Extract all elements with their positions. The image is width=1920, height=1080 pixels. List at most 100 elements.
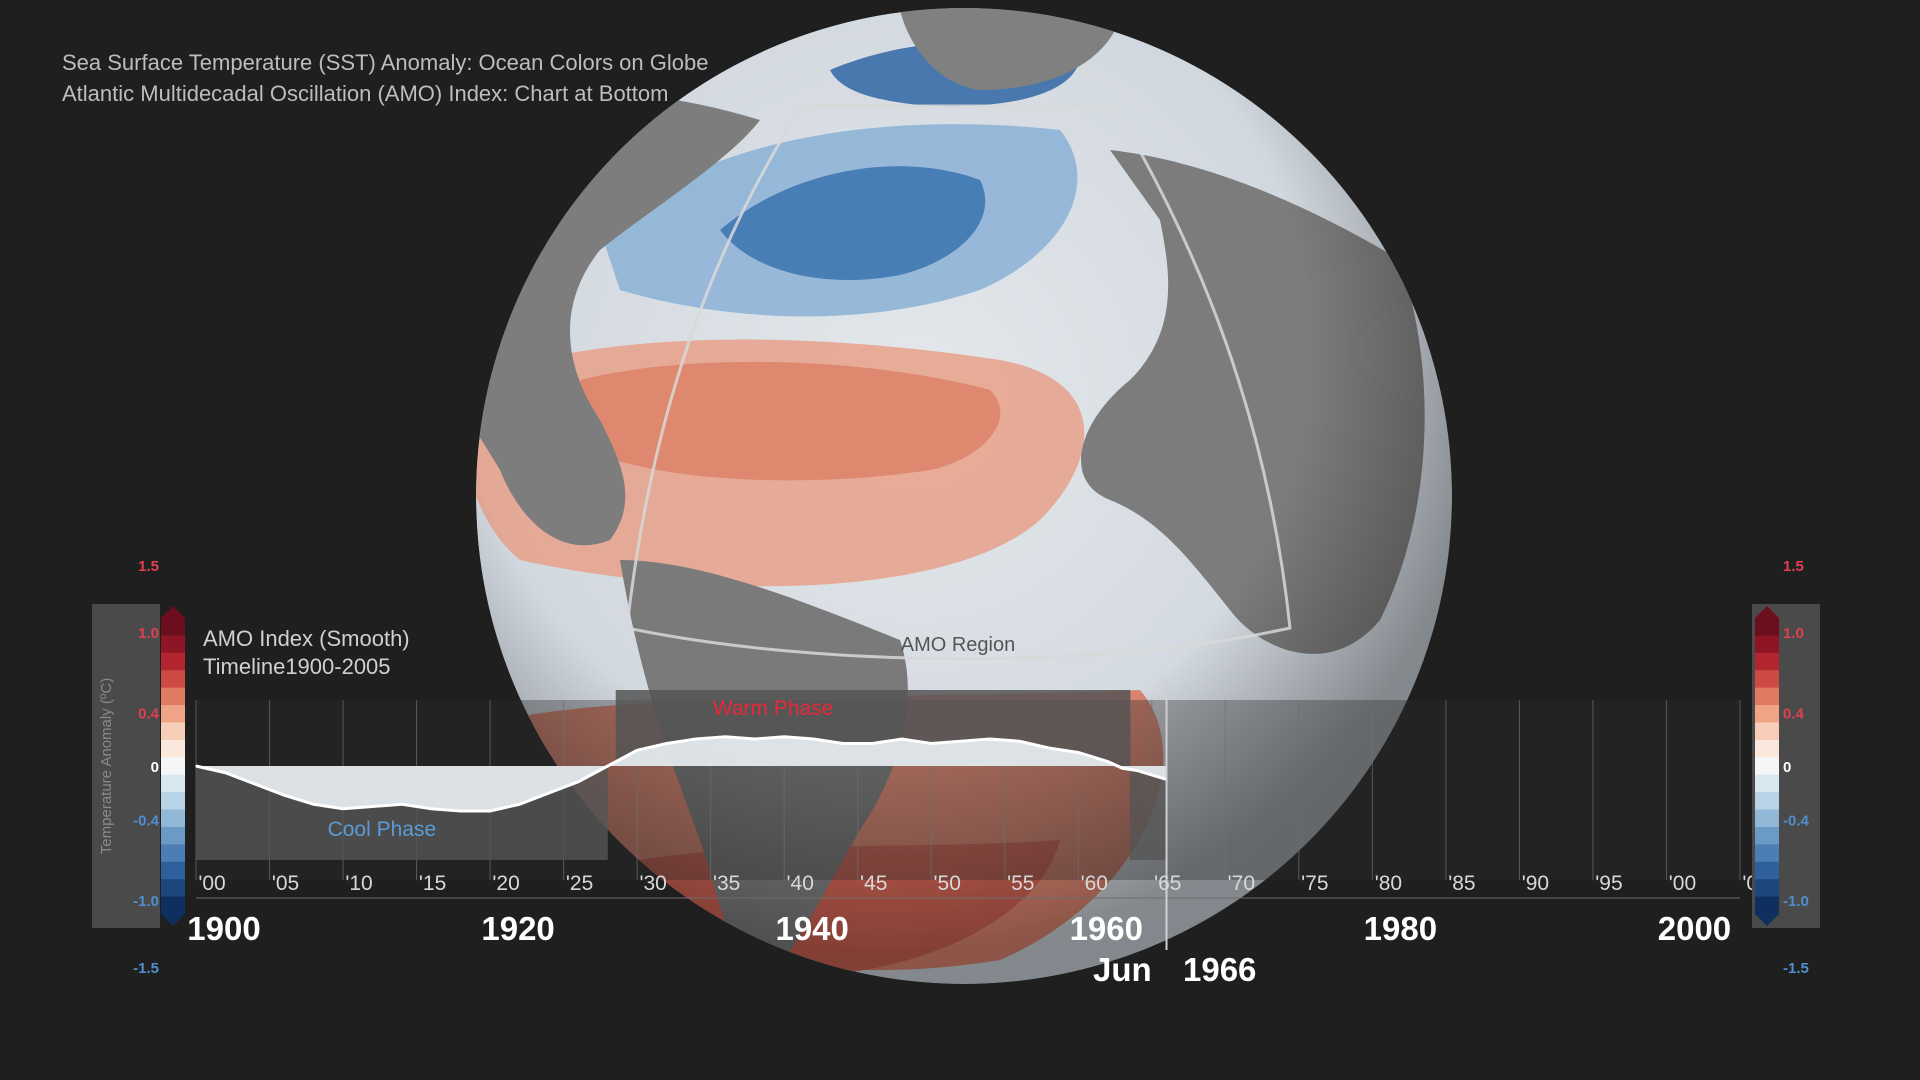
colorbar-tick-label: 1.0: [1783, 625, 1804, 642]
colorbar-tick-label: -0.4: [133, 813, 160, 830]
minor-tick-label: '60: [1081, 872, 1108, 895]
colorbar-tick-label: 0.4: [1783, 705, 1805, 722]
colorbar-swatch: [161, 739, 185, 758]
amo-index-point: [842, 742, 844, 745]
amo-index-point: [783, 735, 785, 738]
colorbar-swatch: [161, 809, 185, 828]
colorbar-swatch: [1755, 687, 1779, 706]
colorbar-swatch: [1755, 722, 1779, 741]
amo-index-point: [1018, 740, 1021, 743]
chart-title: AMO Index (Smooth): [203, 626, 410, 651]
amo-index-point: [1077, 751, 1080, 754]
amo-index-point: [283, 794, 286, 797]
cool-phase-label: Cool Phase: [328, 818, 437, 841]
colorbar-swatch: [1755, 844, 1779, 863]
minor-tick-label: '10: [345, 872, 372, 895]
amo-index-point: [548, 792, 550, 794]
colorbar-swatch: [161, 670, 185, 689]
colorbar-tick-label: -1.5: [1783, 960, 1809, 977]
colorbar-swatch: [1755, 774, 1779, 793]
amo-index-point: [1048, 747, 1050, 749]
colorbar-tick-label: 0: [1783, 759, 1791, 776]
amo-index-point: [577, 780, 580, 783]
amo-index-point: [636, 749, 638, 752]
amo-index-point: [753, 738, 756, 740]
colorbar-swatch: [161, 896, 185, 915]
colorbar-right: 1.5 1.0 0.4 0 -0.4 -1.0 -1.5: [1752, 558, 1820, 977]
major-tick-label: 1900: [187, 910, 260, 947]
amo-index-point: [1151, 774, 1153, 776]
colorbar-tick-label: -1.5: [133, 960, 159, 977]
minor-tick-label: '80: [1375, 872, 1402, 895]
amo-index-point: [224, 771, 227, 774]
header-sst-line: Sea Surface Temperature (SST) Anomaly: O…: [62, 50, 709, 75]
colorbar-swatch: [161, 774, 185, 793]
colorbar-tick-label: -1.0: [133, 893, 159, 910]
colorbar-swatch: [1755, 618, 1779, 636]
chart-subtitle: Timeline1900-2005: [203, 654, 391, 679]
colorbar-swatch: [161, 618, 185, 636]
colorbar-swatch: [1755, 809, 1779, 828]
minor-tick-label: '85: [1448, 872, 1475, 895]
colorbar-swatch: [161, 826, 185, 845]
minor-tick-label: '15: [419, 872, 446, 895]
minor-tick-label: '90: [1522, 872, 1549, 895]
colorbar-swatch: [1755, 652, 1779, 671]
colorbar-swatch: [161, 879, 185, 898]
colorbar-left: 1.5 1.0 0.4 0 -0.4 -1.0 -1.5 Temperature Anomal…: [92, 558, 185, 977]
colorbar-tick-label: 0.4: [138, 705, 160, 722]
colorbar-swatch: [1755, 861, 1779, 880]
chart-series: [195, 735, 1168, 813]
colorbar-swatch: [161, 687, 185, 706]
colorbar-swatch: [161, 757, 185, 776]
minor-tick-label: '40: [787, 872, 814, 895]
current-period-block: [1129, 766, 1167, 860]
amo-index-point: [342, 807, 344, 810]
colorbar-panel: [92, 604, 160, 928]
colorbar-swatch: [1755, 635, 1779, 654]
colorbar-swatch: [1755, 896, 1779, 915]
colorbar-swatch: [161, 722, 185, 741]
amo-index-point: [812, 738, 815, 740]
amo-index-point: [518, 803, 521, 806]
chart-axis: '00 '05 '10 '15 '20 '25 '30 '35 '40 '45 '50 '55 '60 '…: [187, 680, 1770, 950]
colorbar-swatch: [1755, 739, 1779, 758]
colorbar-swatch: [161, 861, 185, 880]
amo-index-line: [195, 735, 1167, 813]
current-year-label: 1966: [1183, 951, 1257, 988]
amo-index-point: [901, 738, 903, 740]
colorbar-swatch: [161, 635, 185, 654]
colorbar-swatch: [161, 652, 185, 671]
amo-index-point: [930, 742, 933, 745]
minor-tick-label: '30: [639, 872, 666, 895]
colorbar-tick-label: 0: [151, 759, 159, 776]
major-tick-label: 1960: [1070, 910, 1143, 947]
colorbar-tick-label: 1.5: [138, 558, 159, 575]
amo-index-point: [459, 810, 462, 812]
colorbar-swatch: [1755, 757, 1779, 776]
amo-index-point: [401, 803, 403, 806]
colorbar-swatch: [1755, 826, 1779, 845]
amo-index-point: [606, 765, 609, 767]
minor-tick-label: '45: [860, 872, 887, 895]
colorbar-top-arrow: [1755, 606, 1779, 618]
minor-tick-label: '20: [492, 872, 519, 895]
colorbar-tick-label: -0.4: [1783, 813, 1810, 830]
colorbar-tick-label: -1.0: [1783, 893, 1809, 910]
amo-index-point: [254, 783, 256, 785]
colorbar-swatch: [1755, 792, 1779, 811]
minor-tick-label: '00: [1669, 872, 1696, 895]
amo-index-point: [665, 742, 668, 745]
minor-tick-label: '65: [1154, 872, 1181, 895]
amo-index-point: [959, 740, 962, 743]
colorbar-swatch: [1755, 879, 1779, 898]
minor-tick-label: '25: [566, 872, 593, 895]
amo-index-point: [871, 742, 874, 745]
colorbar-swatch: [1755, 705, 1779, 723]
amo-index-point: [489, 810, 491, 812]
colorbar-swatch: [161, 792, 185, 811]
amo-index-point: [195, 765, 197, 767]
minor-tick-label: '05: [272, 872, 299, 895]
amo-index-point: [430, 807, 433, 810]
colorbar-top-arrow: [161, 606, 185, 618]
